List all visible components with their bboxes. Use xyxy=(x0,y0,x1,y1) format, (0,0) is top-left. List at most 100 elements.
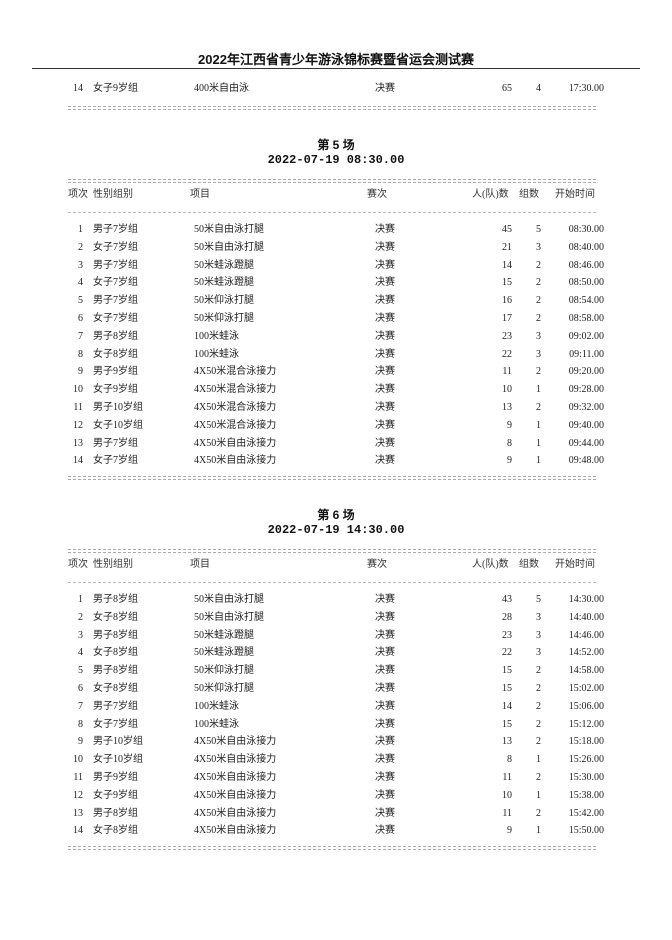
separator-double xyxy=(68,106,596,110)
heat-count: 2 xyxy=(536,366,541,378)
heat-count: 1 xyxy=(536,455,541,467)
start-time: 15:38.00 xyxy=(568,789,604,801)
event-number: 3 xyxy=(78,629,83,641)
event-number: 12 xyxy=(73,789,83,801)
start-time: 15:06.00 xyxy=(568,700,604,712)
table-row: 4 女子8岁组 50米蛙泳蹬腿 决赛 22 3 14:52.00 xyxy=(0,646,672,660)
event-number: 6 xyxy=(78,683,83,694)
round: 决赛 xyxy=(375,83,395,94)
round: 决赛 xyxy=(375,419,395,431)
event-name: 4X50米自由泳接力 xyxy=(194,772,277,783)
event-number: 4 xyxy=(78,277,83,289)
heat-count: 3 xyxy=(536,330,541,342)
entry-count: 15 xyxy=(502,277,512,289)
event-number: 5 xyxy=(78,295,83,307)
heat-count: 1 xyxy=(536,419,541,431)
event-name: 4X50米混合泳接力 xyxy=(194,384,277,396)
heat-count: 2 xyxy=(536,277,541,289)
round: 决赛 xyxy=(375,807,395,819)
table-row: 14 女子7岁组 4X50米自由泳接力 决赛 9 1 09:48.00 xyxy=(0,454,672,468)
heat-count: 2 xyxy=(536,295,541,307)
category: 男子7岁组 xyxy=(93,295,138,307)
session-datetime: 2022-07-19 08:30.00 xyxy=(267,153,405,167)
event-number: 1 xyxy=(78,594,83,605)
event-name: 100米蛙泳 xyxy=(194,330,239,342)
round: 决赛 xyxy=(375,594,395,605)
table-row: 1 男子8岁组 50米自由泳打腿 决赛 43 5 14:30.00 xyxy=(0,593,672,607)
entry-count: 9 xyxy=(507,825,512,837)
entry-count: 45 xyxy=(502,224,512,235)
entry-count: 23 xyxy=(502,629,512,641)
event-name: 100米蛙泳 xyxy=(194,718,239,730)
event-number: 11 xyxy=(73,402,83,413)
header-round: 赛次 xyxy=(367,189,387,200)
start-time: 08:54.00 xyxy=(568,295,604,307)
entry-count: 9 xyxy=(507,419,512,431)
category: 男子8岁组 xyxy=(93,629,138,641)
round: 决赛 xyxy=(375,455,395,467)
separator-dashed xyxy=(68,582,596,583)
event-name: 100米蛙泳 xyxy=(194,700,239,712)
event-name: 4X50米自由泳接力 xyxy=(194,455,277,467)
start-time: 09:40.00 xyxy=(568,419,604,431)
round: 决赛 xyxy=(375,313,395,324)
start-time: 15:50.00 xyxy=(568,825,604,837)
round: 决赛 xyxy=(375,683,395,694)
table-row: 1 男子7岁组 50米自由泳打腿 决赛 45 5 08:30.00 xyxy=(0,223,672,237)
event-name: 4X50米自由泳接力 xyxy=(194,437,277,449)
table-row: 11 男子9岁组 4X50米自由泳接力 决赛 11 2 15:30.00 xyxy=(0,771,672,785)
category: 女子8岁组 xyxy=(93,647,138,659)
table-row: 14 女子9岁组 400米自由泳 决赛 65 4 17:30.00 xyxy=(0,82,672,96)
event-name: 4X50米自由泳接力 xyxy=(194,825,277,837)
round: 决赛 xyxy=(375,825,395,837)
header-event-name: 项目 xyxy=(190,559,210,570)
heat-count: 2 xyxy=(536,807,541,819)
category: 女子7岁组 xyxy=(93,313,138,324)
category: 女子8岁组 xyxy=(93,611,138,623)
header-entry-count: 人(队)数 xyxy=(472,559,509,570)
round: 决赛 xyxy=(375,700,395,712)
category: 女子7岁组 xyxy=(93,277,138,289)
entry-count: 11 xyxy=(502,807,512,819)
category: 男子9岁组 xyxy=(93,772,138,783)
entry-count: 22 xyxy=(502,647,512,659)
title-rule xyxy=(32,68,640,69)
start-time: 15:02.00 xyxy=(568,683,604,694)
event-number: 8 xyxy=(78,718,83,730)
start-time: 14:30.00 xyxy=(568,594,604,605)
table-header: 项次 性别组别 项目 赛次 人(队)数 组数 开始时间 xyxy=(0,558,672,572)
category: 女子8岁组 xyxy=(93,683,138,694)
heat-count: 4 xyxy=(536,83,541,94)
entry-count: 15 xyxy=(502,683,512,694)
round: 决赛 xyxy=(375,384,395,396)
heat-count: 5 xyxy=(536,594,541,605)
heat-count: 2 xyxy=(536,736,541,748)
heat-count: 3 xyxy=(536,348,541,360)
entry-count: 11 xyxy=(502,366,512,378)
table-row: 13 男子8岁组 4X50米自由泳接力 决赛 11 2 15:42.00 xyxy=(0,807,672,821)
heat-count: 2 xyxy=(536,683,541,694)
start-time: 08:58.00 xyxy=(568,313,604,324)
category: 女子10岁组 xyxy=(93,754,143,766)
entry-count: 28 xyxy=(502,611,512,623)
category: 男子10岁组 xyxy=(93,736,143,748)
category: 女子7岁组 xyxy=(93,241,138,253)
event-number: 6 xyxy=(78,313,83,324)
round: 决赛 xyxy=(375,437,395,449)
event-number: 11 xyxy=(73,772,83,783)
entry-count: 14 xyxy=(502,259,512,271)
start-time: 09:02.00 xyxy=(568,330,604,342)
category: 男子8岁组 xyxy=(93,594,138,605)
event-name: 400米自由泳 xyxy=(194,83,249,94)
entry-count: 10 xyxy=(502,789,512,801)
event-number: 14 xyxy=(73,83,83,94)
separator-double xyxy=(68,476,596,480)
header-event-name: 项目 xyxy=(190,189,210,200)
document-title: 2022年江西省青少年游泳锦标赛暨省运会测试赛 xyxy=(198,52,474,67)
entry-count: 8 xyxy=(507,437,512,449)
event-number: 9 xyxy=(78,366,83,378)
event-name: 50米蛙泳蹬腿 xyxy=(194,277,254,289)
heat-count: 5 xyxy=(536,224,541,235)
round: 决赛 xyxy=(375,647,395,659)
event-number: 2 xyxy=(78,611,83,623)
